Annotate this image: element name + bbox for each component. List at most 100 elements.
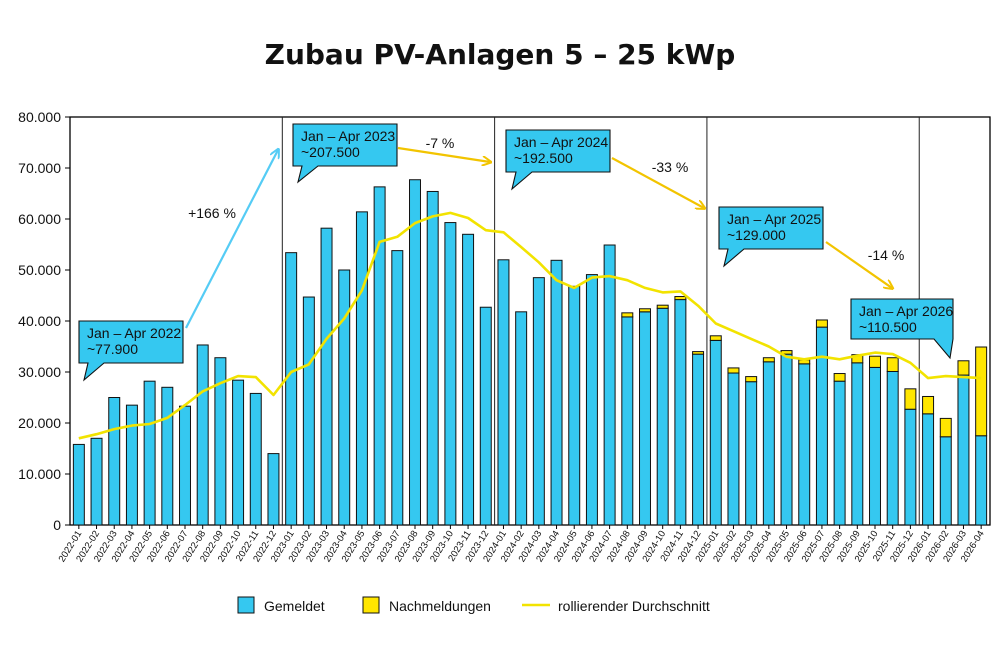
bar-gemeldet [585, 274, 598, 526]
bar-gemeldet [639, 311, 651, 526]
bar-gemeldet [179, 405, 191, 526]
legend-swatch-gemeldet [237, 596, 255, 614]
bar-gemeldet [444, 222, 457, 526]
bar-gemeldet [515, 311, 528, 526]
bar-gemeldet [426, 190, 439, 526]
legend-label-gemeldet: Gemeldet [264, 598, 325, 614]
callout-total-value: ~207.500 [301, 144, 360, 160]
bar-gemeldet [833, 380, 846, 526]
change-label: +166 % [188, 205, 236, 221]
bar-gemeldet [692, 353, 705, 526]
bar-gemeldet [267, 453, 280, 526]
bar-gemeldet [232, 379, 245, 526]
bar-nachmeldungen [692, 351, 705, 355]
callout-period-label: Jan – Apr 2022 [87, 325, 181, 341]
bar-nachmeldungen [886, 357, 899, 372]
bar-gemeldet [727, 372, 740, 526]
rolling-average-line [78, 211, 982, 440]
bar-gemeldet [869, 366, 881, 526]
bar-nachmeldungen [674, 296, 687, 301]
callout-total-value: ~77.900 [87, 341, 138, 357]
legend-label-rolling-average: rollierender Durchschnitt [558, 598, 710, 614]
callout-period-label: Jan – Apr 2026 [859, 303, 953, 319]
callout-total-value: ~129.000 [727, 227, 786, 243]
bar-nachmeldungen [639, 308, 651, 313]
y-tick-label: 40.000 [18, 313, 61, 329]
bar-nachmeldungen [939, 417, 952, 438]
callout-period-label: Jan – Apr 2024 [514, 134, 608, 150]
trend-arrow-down [825, 241, 892, 288]
bar-nachmeldungen [621, 312, 634, 318]
bar-gemeldet [851, 362, 864, 526]
y-tick-label: 80.000 [18, 109, 61, 125]
bar-gemeldet [409, 179, 421, 526]
bar-gemeldet [568, 285, 581, 526]
bar-gemeldet [621, 316, 634, 526]
bar-gemeldet [90, 437, 103, 526]
bar-gemeldet [904, 408, 917, 526]
bar-gemeldet [338, 269, 351, 526]
bar-gemeldet [975, 435, 988, 526]
bar-gemeldet [320, 227, 333, 526]
bar-gemeldet [479, 306, 492, 526]
bar-nachmeldungen [957, 360, 970, 376]
legend-label-nachmeldungen: Nachmeldungen [389, 598, 491, 614]
callout-box [850, 298, 954, 360]
y-tick-label: 30.000 [18, 364, 61, 380]
change-label: -14 % [868, 247, 905, 263]
bar-gemeldet [957, 374, 970, 526]
bar-gemeldet [780, 353, 793, 526]
bar-gemeldet [355, 211, 368, 526]
bar-nachmeldungen [904, 388, 917, 410]
trend-arrow-down [611, 157, 704, 208]
bar-gemeldet [603, 244, 616, 526]
bar-gemeldet [550, 259, 563, 526]
bar-gemeldet [886, 370, 899, 526]
bar-gemeldet [497, 259, 510, 526]
callout-box [292, 123, 398, 184]
callout-period-label: Jan – Apr 2025 [727, 211, 821, 227]
bar-nachmeldungen [815, 319, 828, 328]
bar-gemeldet [161, 386, 174, 526]
bar-nachmeldungen [869, 355, 881, 368]
trend-arrow-up [185, 150, 278, 329]
bar-gemeldet [108, 397, 121, 526]
bar-gemeldet [709, 339, 722, 526]
y-tick-label: 20.000 [18, 415, 61, 431]
bar-gemeldet [674, 299, 687, 526]
bar-gemeldet [391, 250, 404, 526]
bar-gemeldet [532, 277, 545, 526]
bar-gemeldet [798, 363, 811, 526]
callout-period-label: Jan – Apr 2023 [301, 128, 395, 144]
change-label: -7 % [426, 135, 455, 151]
bar-gemeldet [302, 296, 315, 526]
bar-gemeldet [939, 436, 952, 526]
callout-total-value: ~192.500 [514, 150, 573, 166]
bar-nachmeldungen [922, 395, 935, 415]
bar-nachmeldungen [745, 376, 758, 383]
bar-gemeldet [656, 307, 669, 526]
bar-gemeldet [762, 361, 775, 526]
callout-total-value: ~110.500 [859, 319, 917, 335]
y-tick-label: 0 [53, 517, 61, 533]
y-tick-label: 10.000 [18, 466, 61, 482]
y-tick-label: 50.000 [18, 262, 61, 278]
callout-box [505, 129, 611, 191]
bar-nachmeldungen [709, 335, 722, 341]
bar-nachmeldungen [833, 373, 846, 382]
bar-gemeldet [922, 413, 935, 526]
callout-box [718, 206, 824, 268]
trend-arrow-down [397, 146, 490, 162]
chart-title: Zubau PV-Anlagen 5 – 25 kWp [264, 38, 736, 71]
bar-gemeldet [462, 233, 475, 526]
bar-gemeldet [125, 404, 138, 526]
bar-nachmeldungen [727, 367, 740, 374]
callout-box [78, 320, 184, 382]
y-tick-label: 70.000 [18, 160, 61, 176]
bar-gemeldet [285, 252, 298, 526]
bar-gemeldet [72, 443, 85, 526]
bar-gemeldet [196, 344, 209, 526]
change-label: -33 % [652, 159, 689, 175]
